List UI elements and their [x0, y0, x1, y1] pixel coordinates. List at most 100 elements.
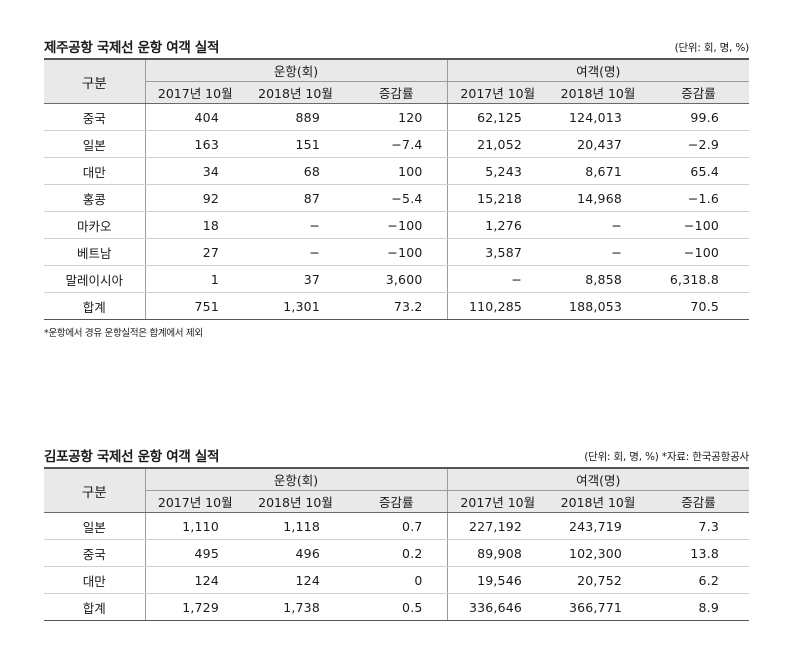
- cell: 124,013: [548, 103, 649, 131]
- cell: −: [548, 211, 649, 239]
- cell: 6,318.8: [648, 265, 750, 293]
- jeju-subheader: 2017년 10월: [447, 81, 549, 104]
- table-row: 중국 495 496 0.2 89,908 102,300 13.8: [44, 539, 750, 567]
- gimpo-subheader: 증감률: [648, 490, 750, 513]
- cell: 751: [145, 292, 245, 320]
- cell: 13.8: [648, 539, 750, 567]
- cell: 34: [145, 157, 245, 185]
- cell: 92: [145, 184, 245, 212]
- cell: 1,738: [245, 593, 346, 621]
- cell: 889: [245, 103, 346, 131]
- cell: 1,110: [145, 512, 245, 540]
- cell: −: [447, 265, 549, 293]
- gimpo-table-title: 김포공항 국제선 운항 여객 실적: [44, 449, 220, 465]
- cell: 496: [245, 539, 346, 567]
- gimpo-stats-table: 구분 운항(회) 여객(명) 2017년 10월 2018년 10월 증감률 2…: [44, 467, 750, 621]
- cell: 20,437: [548, 130, 649, 158]
- cell: 124: [245, 566, 346, 594]
- cell: 366,771: [548, 593, 649, 621]
- cell: 0.5: [346, 593, 448, 621]
- jeju-header-passengers: 여객(명): [447, 58, 750, 82]
- cell: −7.4: [346, 130, 448, 158]
- jeju-table-title: 제주공항 국제선 운항 여객 실적: [44, 40, 220, 56]
- cell: 6.2: [648, 566, 750, 594]
- cell: 151: [245, 130, 346, 158]
- row-label: 홍콩: [44, 184, 146, 212]
- table-row: 말레이시아 1 37 3,600 − 8,858 6,318.8: [44, 265, 750, 293]
- cell: 1,118: [245, 512, 346, 540]
- table-row: 베트남 27 − −100 3,587 − −100: [44, 238, 750, 266]
- jeju-subheader: 증감률: [648, 81, 750, 104]
- cell: 3,587: [447, 238, 549, 266]
- cell: 1,301: [245, 292, 346, 320]
- cell: −5.4: [346, 184, 448, 212]
- cell: 70.5: [648, 292, 750, 320]
- cell: 15,218: [447, 184, 549, 212]
- gimpo-subheader: 증감률: [346, 490, 448, 513]
- gimpo-header-flights: 운항(회): [145, 467, 448, 491]
- cell: 37: [245, 265, 346, 293]
- row-label: 합계: [44, 292, 146, 320]
- cell: 227,192: [447, 512, 549, 540]
- gimpo-subheader: 2018년 10월: [245, 490, 346, 513]
- cell: 0.7: [346, 512, 448, 540]
- cell: 14,968: [548, 184, 649, 212]
- cell: 5,243: [447, 157, 549, 185]
- cell: −2.9: [648, 130, 750, 158]
- cell: 87: [245, 184, 346, 212]
- row-label: 말레이시아: [44, 265, 146, 293]
- gimpo-header-passengers: 여객(명): [447, 467, 750, 491]
- jeju-subheader: 증감률: [346, 81, 448, 104]
- table-row: 중국 404 889 120 62,125 124,013 99.6: [44, 103, 750, 131]
- gimpo-subheader: 2017년 10월: [447, 490, 549, 513]
- cell: 99.6: [648, 103, 750, 131]
- table-row-total: 합계 751 1,301 73.2 110,285 188,053 70.5: [44, 292, 750, 320]
- cell: 102,300: [548, 539, 649, 567]
- jeju-unit-label: (단위: 회, 명, %): [674, 42, 750, 54]
- cell: 73.2: [346, 292, 448, 320]
- cell: −: [245, 238, 346, 266]
- cell: 68: [245, 157, 346, 185]
- row-label: 대만: [44, 157, 146, 185]
- cell: 120: [346, 103, 448, 131]
- cell: 163: [145, 130, 245, 158]
- jeju-title-bar: 제주공항 국제선 운항 여객 실적 (단위: 회, 명, %): [44, 36, 749, 58]
- row-label: 중국: [44, 539, 146, 567]
- cell: 0: [346, 566, 448, 594]
- table-row: 대만 34 68 100 5,243 8,671 65.4: [44, 157, 750, 185]
- cell: 404: [145, 103, 245, 131]
- jeju-footnote: *운항에서 경유 운항실적은 합계에서 제외: [44, 328, 203, 339]
- cell: 243,719: [548, 512, 649, 540]
- cell: 0.2: [346, 539, 448, 567]
- jeju-subheader: 2017년 10월: [145, 81, 245, 104]
- cell: 19,546: [447, 566, 549, 594]
- cell: 8.9: [648, 593, 750, 621]
- table-row-total: 합계 1,729 1,738 0.5 336,646 366,771 8.9: [44, 593, 750, 621]
- gimpo-header-category: 구분: [44, 467, 146, 513]
- row-label: 중국: [44, 103, 146, 131]
- cell: −100: [648, 238, 750, 266]
- jeju-stats-table: 구분 운항(회) 여객(명) 2017년 10월 2018년 10월 증감률 2…: [44, 58, 750, 320]
- jeju-subheader: 2018년 10월: [548, 81, 649, 104]
- cell: 1,276: [447, 211, 549, 239]
- cell: 100: [346, 157, 448, 185]
- table-row: 마카오 18 − −100 1,276 − −100: [44, 211, 750, 239]
- cell: −100: [648, 211, 750, 239]
- row-label: 일본: [44, 512, 146, 540]
- jeju-airport-section: 제주공항 국제선 운항 여객 실적 (단위: 회, 명, %) 구분 운항(회)…: [44, 36, 749, 339]
- cell: 20,752: [548, 566, 649, 594]
- gimpo-unit-label: (단위: 회, 명, %) *자료: 한국공항공사: [584, 451, 749, 463]
- cell: 21,052: [447, 130, 549, 158]
- table-row: 일본 163 151 −7.4 21,052 20,437 −2.9: [44, 130, 750, 158]
- row-label: 베트남: [44, 238, 146, 266]
- table-row: 홍콩 92 87 −5.4 15,218 14,968 −1.6: [44, 184, 750, 212]
- cell: −100: [346, 211, 448, 239]
- cell: 8,858: [548, 265, 649, 293]
- jeju-header-flights: 운항(회): [145, 58, 448, 82]
- cell: −: [245, 211, 346, 239]
- cell: 7.3: [648, 512, 750, 540]
- cell: 1: [145, 265, 245, 293]
- cell: 27: [145, 238, 245, 266]
- gimpo-title-bar: 김포공항 국제선 운항 여객 실적 (단위: 회, 명, %) *자료: 한국공…: [44, 445, 749, 467]
- gimpo-subheader: 2018년 10월: [548, 490, 649, 513]
